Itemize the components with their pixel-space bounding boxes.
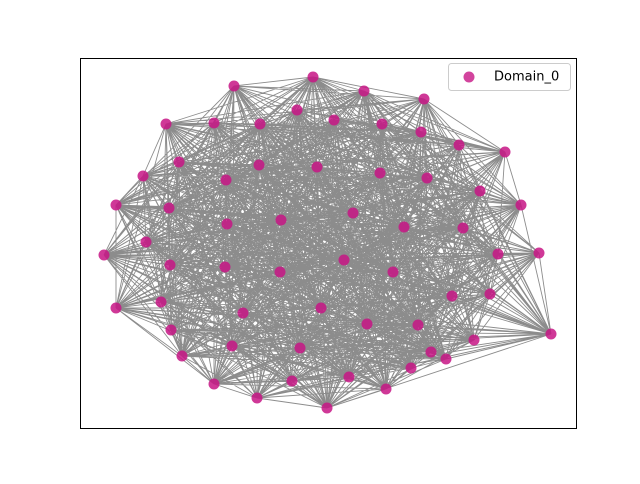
node [237,307,249,319]
node [376,118,388,130]
node [405,362,417,374]
node [208,117,220,129]
node [446,290,458,302]
node [173,156,185,168]
node [110,199,122,211]
node [418,93,430,105]
node [457,222,469,234]
node [338,254,350,266]
node [155,296,167,308]
axes-frame [80,58,577,429]
legend: Domain_0 [448,63,571,91]
node [484,288,496,300]
node [311,161,323,173]
node [425,346,437,358]
node [275,214,287,226]
legend-box [448,63,571,91]
node [387,266,399,278]
node [468,334,480,346]
node [361,318,373,330]
node [492,248,504,260]
legend-label: Domain_0 [494,70,559,85]
node [315,302,327,314]
node [274,266,286,278]
nodes [98,71,557,414]
node [164,259,176,271]
node [219,261,231,273]
node [140,236,152,248]
node [286,375,298,387]
node [533,247,545,259]
node [137,170,149,182]
node [474,185,486,197]
node [307,71,319,83]
node [98,249,110,261]
node [545,328,557,340]
node [321,402,333,414]
node [110,302,122,314]
node [251,392,263,404]
node [176,350,188,362]
node [415,126,427,138]
node [412,319,424,331]
node [165,324,177,336]
node [160,118,172,130]
node [343,371,355,383]
node [220,174,232,186]
node [380,383,392,395]
node [328,114,340,126]
node [226,340,238,352]
node [291,104,303,116]
node [253,159,265,171]
node [208,378,220,390]
node [221,218,233,230]
node [347,207,359,219]
node [440,353,452,365]
node [499,146,511,158]
node [358,85,370,97]
node [515,199,527,211]
node [294,342,306,354]
node [228,80,240,92]
node [453,139,465,151]
node [254,118,266,130]
node [398,221,410,233]
node [163,202,175,214]
legend-marker [463,71,475,83]
node [421,172,433,184]
node [374,167,386,179]
